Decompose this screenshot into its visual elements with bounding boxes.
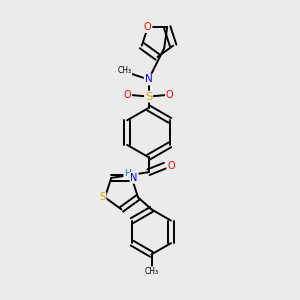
Text: CH₃: CH₃ (145, 267, 159, 276)
Text: O: O (167, 160, 175, 171)
Text: N: N (145, 74, 152, 85)
Text: O: O (144, 22, 152, 32)
Text: O: O (166, 90, 173, 100)
Text: N: N (130, 173, 138, 183)
Text: S: S (100, 192, 106, 203)
Text: O: O (124, 90, 131, 100)
Text: H: H (124, 169, 131, 178)
Text: CH₃: CH₃ (117, 66, 132, 75)
Text: S: S (145, 92, 152, 102)
